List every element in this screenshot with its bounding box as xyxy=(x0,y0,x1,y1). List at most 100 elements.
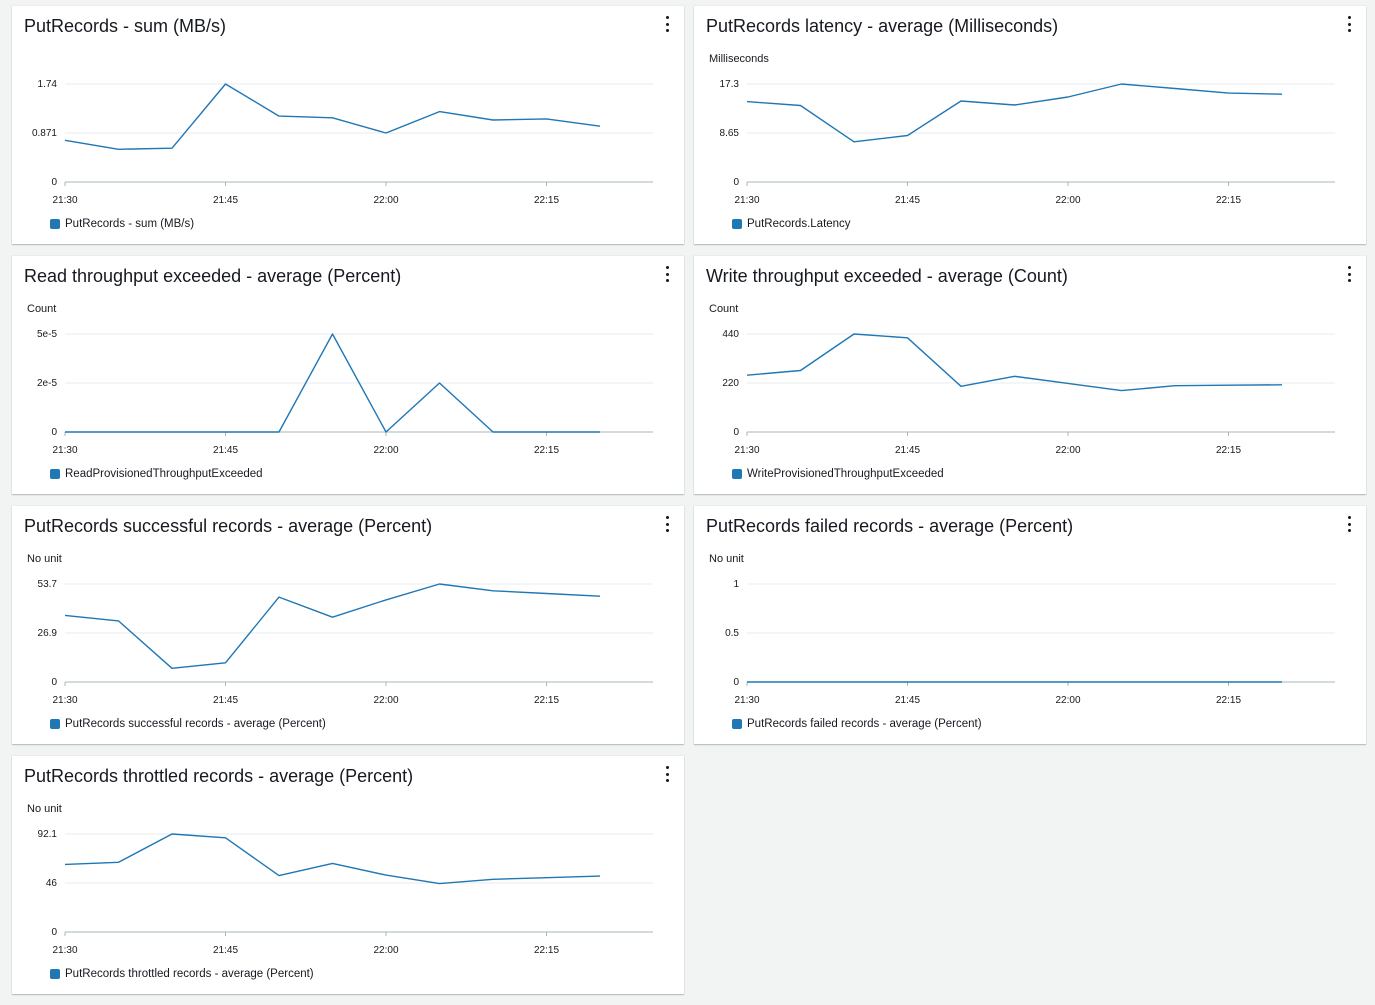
series-line[interactable] xyxy=(746,333,1283,392)
legend-item[interactable]: PutRecords throttled records - average (… xyxy=(50,968,314,980)
widget-menu-icon[interactable] xyxy=(662,266,672,282)
y-tick-label: 5e-5 xyxy=(37,329,57,340)
x-tick-label: 22:00 xyxy=(1055,195,1080,206)
widget-title: PutRecords failed records - average (Per… xyxy=(706,516,1074,536)
x-tick-label: 22:15 xyxy=(534,945,559,956)
y-tick-label: 46 xyxy=(46,878,58,889)
x-tick-label: 22:00 xyxy=(373,695,398,706)
y-unit-label: Milliseconds xyxy=(709,53,769,65)
legend-label: PutRecords - sum (MB/s) xyxy=(65,218,195,230)
x-tick-label: 21:30 xyxy=(734,695,759,706)
x-tick-label: 21:45 xyxy=(895,195,920,206)
y-tick-label: 53.7 xyxy=(38,579,58,590)
legend-swatch-icon xyxy=(732,469,742,479)
x-tick-label: 22:00 xyxy=(1055,445,1080,456)
x-tick-label: 22:15 xyxy=(534,695,559,706)
legend-label: PutRecords.Latency xyxy=(747,218,851,230)
x-tick-label: 21:30 xyxy=(52,945,77,956)
legend-label: WriteProvisionedThroughputExceeded xyxy=(747,468,944,480)
legend-swatch-icon xyxy=(50,969,60,979)
x-tick-label: 22:15 xyxy=(1216,445,1241,456)
legend-swatch-icon xyxy=(732,719,742,729)
legend-label: PutRecords failed records - average (Per… xyxy=(747,718,982,730)
x-tick-label: 21:45 xyxy=(895,695,920,706)
chart-plot: 0 0.871 1.74 21:30 21:45 22:00 22:15 xyxy=(32,79,653,206)
y-tick-label: 8.65 xyxy=(720,128,740,139)
y-tick-label: 0 xyxy=(51,427,57,438)
x-tick-label: 22:00 xyxy=(373,945,398,956)
widget-title: Write throughput exceeded - average (Cou… xyxy=(706,266,1068,286)
y-unit-label: Count xyxy=(27,303,56,315)
y-unit-label: No unit xyxy=(27,553,62,565)
series-line[interactable] xyxy=(65,333,600,433)
widget-putrecords-throttled: PutRecords throttled records - average (… xyxy=(12,756,684,994)
x-tick-label: 21:45 xyxy=(895,445,920,456)
widget-title: PutRecords - sum (MB/s) xyxy=(24,16,227,36)
y-unit-label: No unit xyxy=(27,803,62,815)
x-tick-label: 22:00 xyxy=(1055,695,1080,706)
widget-menu-icon[interactable] xyxy=(662,766,672,782)
widget-menu-icon[interactable] xyxy=(1344,16,1354,32)
widget-putrecords-sum: PutRecords - sum (MB/s) 0 0.871 1.74 21:30 2… xyxy=(12,6,684,244)
legend-item[interactable]: WriteProvisionedThroughputExceeded xyxy=(732,468,944,480)
x-tick-label: 22:15 xyxy=(534,195,559,206)
x-tick-label: 21:45 xyxy=(213,945,238,956)
legend-item[interactable]: PutRecords successful records - average … xyxy=(50,718,326,730)
chart-plot: Milliseconds 0 8.65 17.3 21:30 21:45 22:00 22:1… xyxy=(709,53,1335,206)
y-unit-label: No unit xyxy=(709,553,744,565)
x-tick-label: 21:45 xyxy=(213,195,238,206)
y-tick-label: 26.9 xyxy=(38,628,58,639)
series-line[interactable] xyxy=(64,83,601,151)
widget-title: PutRecords latency - average (Millisecon… xyxy=(706,16,1059,36)
legend-swatch-icon xyxy=(732,219,742,229)
legend-item[interactable]: PutRecords failed records - average (Per… xyxy=(732,718,982,730)
legend-swatch-icon xyxy=(50,219,60,229)
y-tick-label: 0 xyxy=(733,177,739,188)
y-tick-label: 0 xyxy=(51,177,57,188)
legend-swatch-icon xyxy=(50,469,60,479)
x-tick-label: 22:15 xyxy=(534,445,559,456)
chart-plot: No unit 0 46 92.1 21:30 21:45 22:00 22:15 xyxy=(27,803,653,956)
series-line[interactable] xyxy=(64,583,601,670)
y-tick-label: 17.3 xyxy=(720,79,740,90)
y-tick-label: 1 xyxy=(733,579,739,590)
x-tick-label: 21:30 xyxy=(734,445,759,456)
legend-label: PutRecords successful records - average … xyxy=(65,718,326,730)
widget-read-throughput-exceeded: Read throughput exceeded - average (Perc… xyxy=(12,256,684,494)
widget-title: PutRecords throttled records - average (… xyxy=(24,766,414,786)
legend-item[interactable]: PutRecords - sum (MB/s) xyxy=(50,218,194,230)
x-tick-label: 22:15 xyxy=(1216,695,1241,706)
series-line[interactable] xyxy=(746,83,1283,143)
y-tick-label: 92.1 xyxy=(38,829,58,840)
x-tick-label: 22:00 xyxy=(373,195,398,206)
widget-putrecords-successful: PutRecords successful records - average … xyxy=(12,506,684,744)
y-tick-label: 220 xyxy=(722,378,739,389)
y-tick-label: 0.5 xyxy=(725,628,739,639)
x-tick-label: 21:30 xyxy=(52,695,77,706)
widget-menu-icon[interactable] xyxy=(662,516,672,532)
x-tick-label: 21:45 xyxy=(213,695,238,706)
widget-menu-icon[interactable] xyxy=(1344,516,1354,532)
y-tick-label: 0 xyxy=(51,927,57,938)
x-tick-label: 22:15 xyxy=(1216,195,1241,206)
x-tick-label: 21:30 xyxy=(52,195,77,206)
y-unit-label: Count xyxy=(709,303,738,315)
widget-putrecords-failed: PutRecords failed records - average (Per… xyxy=(694,506,1366,744)
widget-menu-icon[interactable] xyxy=(662,16,672,32)
chart-plot: Count 0 2e-5 5e-5 21:30 21:45 22:00 22:15 xyxy=(27,303,653,456)
legend-item[interactable]: PutRecords.Latency xyxy=(732,218,851,230)
chart-plot: Count 0 220 440 21:30 21:45 22:00 22:15 xyxy=(709,303,1335,456)
x-tick-label: 21:45 xyxy=(213,445,238,456)
x-tick-label: 21:30 xyxy=(734,195,759,206)
x-tick-label: 22:00 xyxy=(373,445,398,456)
y-tick-label: 2e-5 xyxy=(37,378,57,389)
y-tick-label: 1.74 xyxy=(38,79,58,90)
y-tick-label: 0.871 xyxy=(32,128,57,139)
legend-swatch-icon xyxy=(50,719,60,729)
widget-title: PutRecords successful records - average … xyxy=(24,516,433,536)
legend-item[interactable]: ReadProvisionedThroughputExceeded xyxy=(50,468,263,480)
series-line[interactable] xyxy=(64,833,601,885)
y-tick-label: 0 xyxy=(733,677,739,688)
widget-write-throughput-exceeded: Write throughput exceeded - average (Cou… xyxy=(694,256,1366,494)
widget-menu-icon[interactable] xyxy=(1344,266,1354,282)
